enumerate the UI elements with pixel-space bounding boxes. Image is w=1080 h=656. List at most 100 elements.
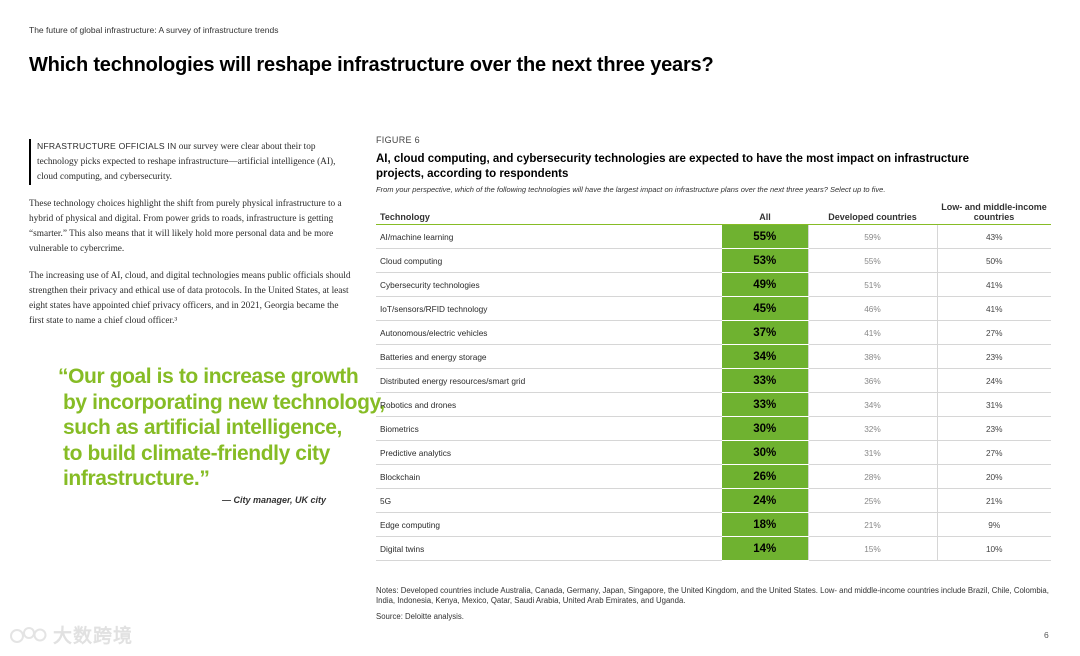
intro-paragraph-2: These technology choices highlight the s… [29, 199, 342, 254]
table-row: Edge computing 18% 21% 9% [376, 512, 1051, 537]
table-header-row: Technology All Developed countries Low- … [376, 199, 1051, 225]
low-middle-value-cell: 27% [936, 320, 1051, 345]
technology-impact-table: Technology All Developed countries Low- … [376, 199, 1051, 561]
table-row: Blockchain 26% 28% 20% [376, 464, 1051, 489]
low-middle-value-cell: 24% [936, 368, 1051, 393]
table-row: Distributed energy resources/smart grid 3… [376, 368, 1051, 393]
column-header-all: All [722, 199, 808, 225]
all-value-cell: 55% [722, 224, 808, 249]
table-row: Robotics and drones 33% 34% 31% [376, 392, 1051, 417]
intro-paragraph-1: NFRASTRUCTURE OFFICIALS IN our survey we… [29, 139, 355, 185]
technology-cell: Biometrics [376, 416, 722, 441]
technology-cell: Predictive analytics [376, 440, 722, 465]
figure-title: AI, cloud computing, and cybersecurity t… [376, 153, 970, 180]
watermark-text: 大数跨境 [53, 626, 134, 647]
technology-cell: 5G [376, 488, 722, 513]
table-row: Predictive analytics 30% 31% 27% [376, 440, 1051, 465]
low-middle-value-cell: 10% [936, 536, 1051, 561]
technology-cell: Digital twins [376, 536, 722, 561]
quote-line: infrastructure.” [63, 467, 210, 490]
pull-quote: “Our goal is to increase growth by incor… [58, 364, 385, 492]
intro-text: NFRASTRUCTURE OFFICIALS IN our survey we… [29, 139, 355, 341]
quote-line: such as artificial intelligence, [63, 416, 342, 439]
developed-value-cell: 51% [807, 272, 937, 297]
developed-value-cell: 41% [807, 320, 937, 345]
all-value-cell: 18% [722, 512, 808, 537]
all-value-cell: 30% [722, 416, 808, 441]
page-number: 6 [1044, 630, 1049, 640]
low-middle-value-cell: 41% [936, 296, 1051, 321]
quote-line: to build climate-friendly city [63, 441, 330, 465]
technology-cell: Batteries and energy storage [376, 344, 722, 369]
technology-cell: Cybersecurity technologies [376, 272, 722, 297]
all-value-cell: 49% [722, 272, 808, 297]
developed-value-cell: 59% [807, 224, 937, 249]
developed-value-cell: 28% [807, 464, 937, 489]
all-value-cell: 14% [722, 536, 808, 561]
all-value-cell: 37% [722, 320, 808, 345]
developed-value-cell: 31% [807, 440, 937, 465]
developed-value-cell: 15% [807, 536, 937, 561]
low-middle-value-cell: 21% [936, 488, 1051, 513]
table-body: AI/machine learning 55% 59% 43% Cloud comput… [376, 224, 1051, 561]
developed-value-cell: 46% [807, 296, 937, 321]
all-value-cell: 33% [722, 392, 808, 417]
technology-cell: Cloud computing [376, 248, 722, 273]
developed-value-cell: 36% [807, 368, 937, 393]
column-header-developed: Developed countries [808, 199, 937, 225]
table-row: Cloud computing 53% 55% 50% [376, 248, 1051, 273]
table-row: Cybersecurity technologies 49% 51% 41% [376, 272, 1051, 297]
table-row: AI/machine learning 55% 59% 43% [376, 224, 1051, 249]
watermark: 大数跨境 [9, 621, 133, 648]
developed-value-cell: 25% [807, 488, 937, 513]
low-middle-value-cell: 43% [936, 224, 1051, 249]
watermark-logo-icon [10, 626, 47, 643]
developed-value-cell: 21% [807, 512, 937, 537]
technology-cell: Distributed energy resources/smart grid [376, 368, 722, 393]
low-middle-value-cell: 41% [936, 272, 1051, 297]
quote-attribution: — City manager, UK city [222, 495, 327, 505]
intro-paragraph-1-rest: our survey were clear about their top te… [37, 142, 336, 182]
developed-value-cell: 55% [807, 248, 937, 273]
quote-line: by incorporating new technology, [63, 390, 385, 414]
low-middle-value-cell: 23% [936, 344, 1051, 369]
developed-value-cell: 32% [807, 416, 937, 441]
technology-cell: Robotics and drones [376, 392, 722, 417]
all-value-cell: 45% [722, 296, 808, 321]
page-title: Which technologies will reshape infrastr… [29, 54, 714, 76]
table-row: IoT/sensors/RFID technology 45% 46% 41% [376, 296, 1051, 321]
technology-cell: Blockchain [376, 464, 722, 489]
intro-lead-caps: NFRASTRUCTURE OFFICIALS IN [37, 141, 177, 151]
intro-paragraph-3: The increasing use of AI, cloud, and dig… [29, 271, 351, 326]
technology-cell: AI/machine learning [376, 224, 722, 249]
quote-line: “Our goal is to increase growth [58, 365, 359, 388]
figure-label: FIGURE 6 [376, 135, 420, 145]
all-value-cell: 30% [722, 440, 808, 465]
low-middle-value-cell: 31% [936, 392, 1051, 417]
low-middle-value-cell: 27% [936, 440, 1051, 465]
low-middle-value-cell: 50% [936, 248, 1051, 273]
developed-value-cell: 38% [807, 344, 937, 369]
column-header-low-middle: Low- and middle-income countries [937, 199, 1051, 225]
all-value-cell: 26% [722, 464, 808, 489]
low-middle-value-cell: 20% [936, 464, 1051, 489]
all-value-cell: 34% [722, 344, 808, 369]
running-header: The future of global infrastructure: A s… [29, 25, 279, 35]
table-row: Biometrics 30% 32% 23% [376, 416, 1051, 441]
all-value-cell: 24% [722, 488, 808, 513]
technology-cell: Edge computing [376, 512, 722, 537]
low-middle-value-cell: 23% [936, 416, 1051, 441]
figure-source: Source: Deloitte analysis. [376, 612, 464, 621]
developed-value-cell: 34% [807, 392, 937, 417]
all-value-cell: 33% [722, 368, 808, 393]
all-value-cell: 53% [722, 248, 808, 273]
figure-subtitle: From your perspective, which of the foll… [376, 185, 886, 194]
figure-notes: Notes: Developed countries include Austr… [376, 586, 1049, 605]
column-header-technology: Technology [376, 199, 722, 225]
low-middle-value-cell: 9% [936, 512, 1051, 537]
table-row: 5G 24% 25% 21% [376, 488, 1051, 513]
technology-cell: Autonomous/electric vehicles [376, 320, 722, 345]
table-row: Digital twins 14% 15% 10% [376, 536, 1051, 561]
technology-cell: IoT/sensors/RFID technology [376, 296, 722, 321]
table-row: Autonomous/electric vehicles 37% 41% 27% [376, 320, 1051, 345]
